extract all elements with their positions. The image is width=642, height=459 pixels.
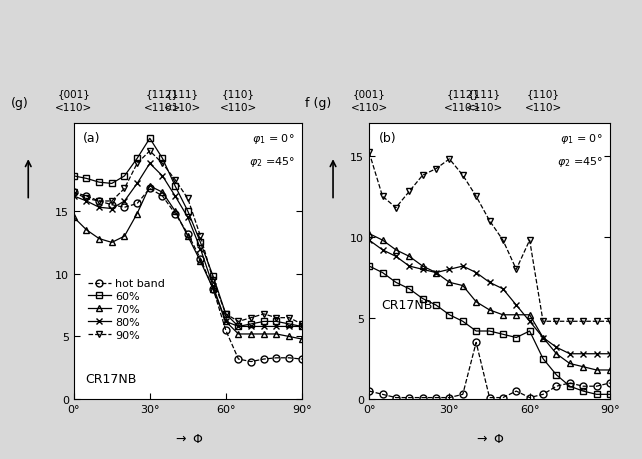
- Legend: hot band, 60%, 70%, 80%, 90%: hot band, 60%, 70%, 80%, 90%: [84, 274, 169, 344]
- Text: <110>: <110>: [55, 102, 92, 112]
- Text: $\rightarrow$ $\Phi$: $\rightarrow$ $\Phi$: [173, 432, 203, 445]
- Text: {110}: {110}: [222, 89, 255, 99]
- Text: (g): (g): [10, 97, 28, 110]
- Text: {111}: {111}: [467, 89, 501, 99]
- Text: $\varphi_2$ =45°: $\varphi_2$ =45°: [557, 154, 603, 168]
- Text: $\varphi_2$ =45°: $\varphi_2$ =45°: [249, 154, 295, 168]
- Text: $\rightarrow$ $\Phi$: $\rightarrow$ $\Phi$: [474, 432, 505, 445]
- Text: $\varphi_1$ = 0°: $\varphi_1$ = 0°: [560, 132, 603, 146]
- Text: <110>: <110>: [444, 102, 482, 112]
- Text: CR17NB: CR17NB: [381, 298, 433, 311]
- Text: f (g): f (g): [305, 97, 331, 110]
- Text: {110}: {110}: [526, 89, 560, 99]
- Text: <110>: <110>: [351, 102, 388, 112]
- Text: CR17NB: CR17NB: [85, 373, 137, 386]
- Text: $\varphi_1$ = 0°: $\varphi_1$ = 0°: [252, 132, 295, 146]
- Text: (b): (b): [379, 132, 396, 145]
- Text: <110>: <110>: [164, 102, 202, 112]
- Text: {112}: {112}: [146, 89, 179, 99]
- Text: <110>: <110>: [144, 102, 181, 112]
- Text: <110>: <110>: [220, 102, 257, 112]
- Text: {001}: {001}: [57, 89, 91, 99]
- Text: <110>: <110>: [465, 102, 503, 112]
- Text: (a): (a): [83, 132, 100, 145]
- Text: {111}: {111}: [166, 89, 199, 99]
- Text: {001}: {001}: [352, 89, 386, 99]
- Text: {112}: {112}: [446, 89, 480, 99]
- Text: <110>: <110>: [525, 102, 562, 112]
